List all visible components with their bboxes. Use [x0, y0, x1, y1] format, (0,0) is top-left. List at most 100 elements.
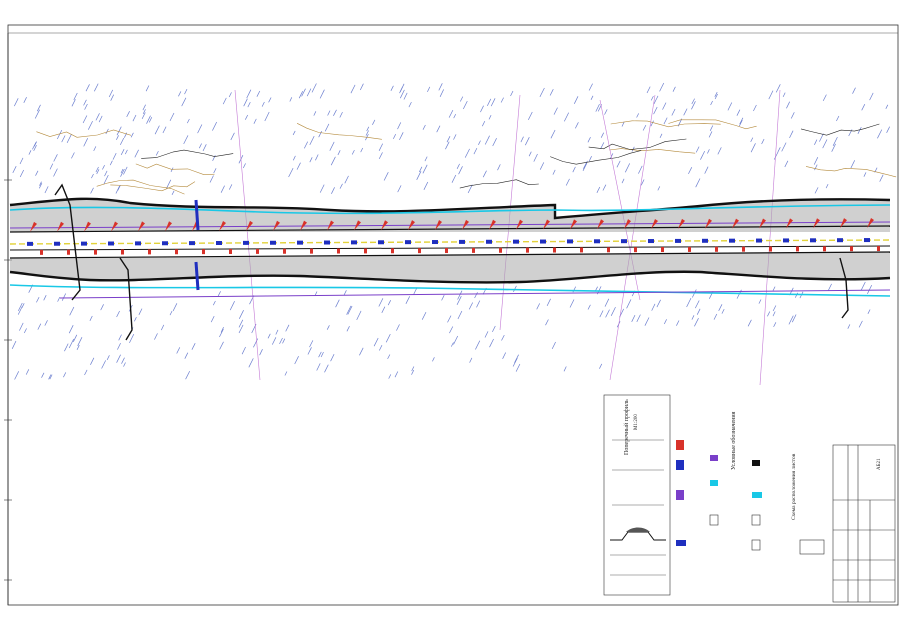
road-marking-marker	[432, 240, 438, 245]
vegetation-mark	[120, 168, 125, 177]
vegetation-mark	[422, 164, 428, 174]
vegetation-mark	[210, 315, 215, 323]
vegetation-mark	[836, 115, 840, 122]
vegetation-mark	[750, 143, 756, 153]
road-marking-marker	[621, 239, 627, 244]
vegetation-mark	[383, 172, 389, 181]
vegetation-mark	[468, 302, 474, 310]
vegetation-mark	[91, 173, 94, 179]
vegetation-mark	[241, 346, 246, 355]
vegetation-mark	[106, 355, 110, 361]
vegetation-mark	[118, 334, 122, 341]
vegetation-mark	[212, 300, 216, 306]
road-marking-marker	[297, 240, 303, 245]
vegetation-mark	[683, 108, 688, 116]
road-sign-marker	[408, 220, 415, 231]
road-line-2	[9, 245, 891, 251]
road-marking-marker	[351, 240, 357, 245]
vegetation-mark	[33, 141, 38, 147]
vegetation-mark	[103, 174, 109, 185]
vegetation-mark	[145, 85, 150, 92]
road-sign-marker	[57, 221, 64, 232]
vegetation-mark	[96, 169, 100, 175]
vegetation-mark	[123, 362, 126, 367]
road-post-marker	[229, 249, 232, 255]
vegetation-mark	[858, 320, 863, 328]
road-marking-marker	[324, 240, 330, 245]
vegetation-mark	[650, 95, 654, 101]
vegetation-mark	[87, 120, 93, 130]
vegetation-mark	[758, 299, 762, 304]
vegetation-mark	[48, 374, 52, 380]
vegetation-mark	[500, 97, 504, 103]
survey-line	[609, 94, 656, 381]
vegetation-mark	[399, 86, 403, 94]
road-post-marker	[391, 248, 394, 254]
vegetation-mark	[439, 89, 445, 97]
vegetation-mark	[184, 352, 189, 359]
vegetation-mark	[331, 187, 335, 194]
road-post-marker	[607, 247, 610, 253]
vegetation-mark	[253, 338, 259, 348]
vegetation-mark	[238, 324, 244, 334]
vegetation-mark	[691, 315, 695, 320]
road-sign-marker	[624, 219, 631, 230]
vegetation-mark	[453, 335, 459, 345]
vegetation-mark	[327, 110, 331, 116]
vegetation-mark	[886, 126, 891, 133]
vegetation-mark	[457, 310, 463, 320]
contour-line	[800, 123, 880, 136]
vegetation-mark	[453, 113, 457, 119]
vegetation-mark	[288, 167, 294, 178]
vegetation-mark	[708, 131, 713, 138]
vegetation-mark	[659, 133, 663, 139]
vegetation-mark	[636, 113, 640, 118]
vegetation-mark	[424, 156, 428, 162]
vegetation-mark	[663, 319, 667, 325]
vegetation-mark	[563, 112, 570, 122]
vegetation-mark	[219, 341, 224, 350]
vegetation-mark	[857, 126, 862, 134]
road-sign-marker	[30, 221, 37, 232]
vegetation-mark	[105, 128, 109, 135]
vegetation-mark	[169, 310, 173, 316]
road-marking-marker	[54, 241, 60, 246]
vegetation-mark	[688, 167, 693, 175]
vegetation-mark	[736, 109, 741, 116]
lower-road-edge	[9, 270, 891, 284]
road-post-marker	[148, 249, 151, 255]
vegetation-mark	[819, 133, 824, 142]
vegetation-mark	[73, 92, 78, 101]
vegetation-mark	[423, 181, 429, 190]
vegetation-mark	[533, 153, 538, 162]
vegetation-mark	[320, 351, 324, 358]
contour-line	[141, 149, 234, 159]
vegetation-mark	[108, 89, 114, 98]
vegetation-mark	[307, 347, 312, 355]
vegetation-mark	[599, 310, 604, 318]
vegetation-mark	[17, 306, 23, 315]
vegetation-mark	[879, 174, 884, 182]
vegetation-mark	[867, 309, 871, 314]
vegetation-mark	[457, 290, 463, 300]
vegetation-mark	[550, 129, 556, 139]
vegetation-mark	[378, 152, 383, 160]
vegetation-mark	[488, 114, 492, 120]
vegetation-mark	[456, 163, 460, 169]
vegetation-mark	[315, 154, 319, 161]
contour-line	[96, 179, 185, 195]
vegetation-mark	[714, 93, 718, 100]
vegetation-mark	[289, 97, 293, 102]
vegetation-mark	[781, 142, 787, 152]
vegetation-mark	[867, 284, 873, 294]
vegetation-mark	[301, 88, 306, 97]
vegetation-mark	[449, 326, 454, 334]
vegetation-mark	[246, 89, 252, 99]
vegetation-mark	[123, 132, 128, 138]
vegetation-mark	[432, 357, 435, 362]
vegetation-mark	[502, 352, 507, 359]
vegetation-mark	[640, 179, 645, 186]
road-line-1	[9, 225, 891, 233]
vegetation-mark	[49, 374, 53, 380]
vegetation-mark	[631, 314, 636, 322]
